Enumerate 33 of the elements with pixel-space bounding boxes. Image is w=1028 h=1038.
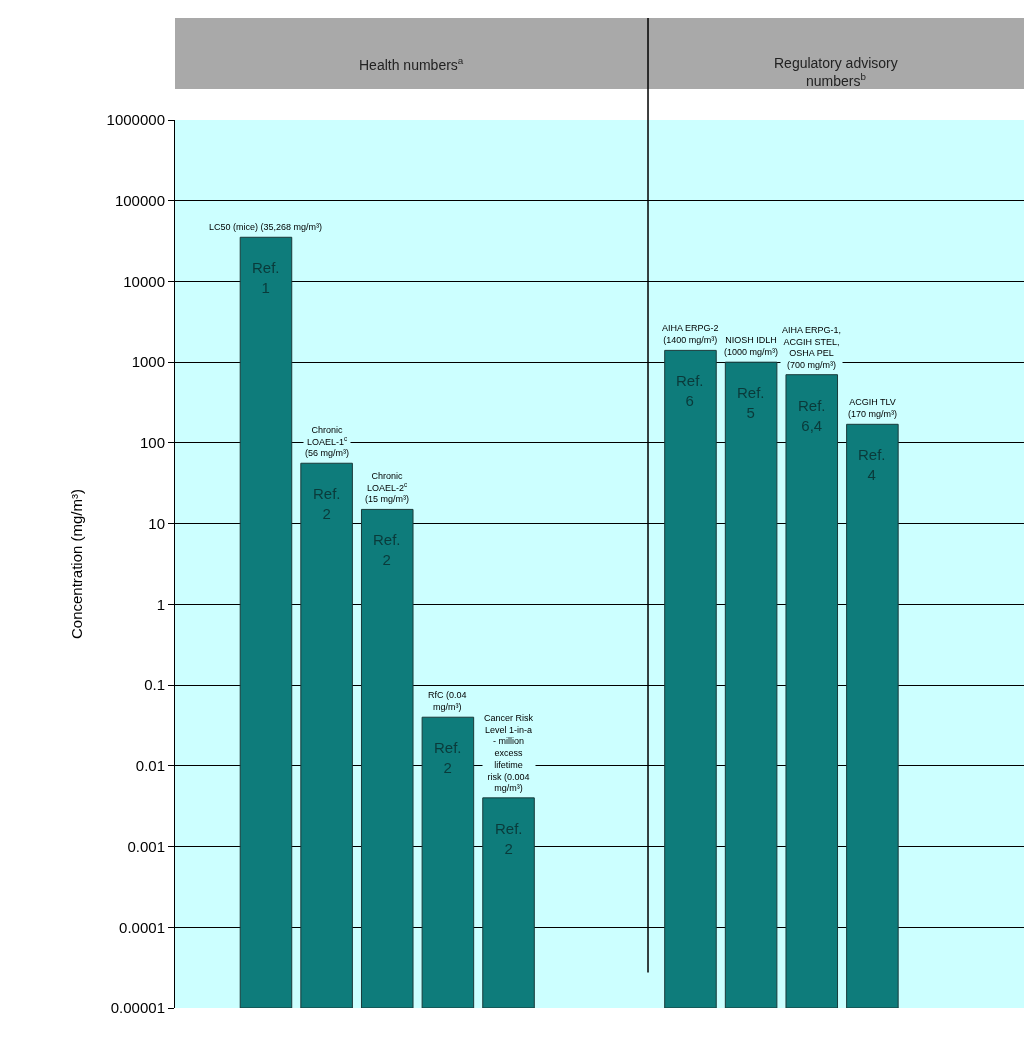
- data-label: NIOSH IDLH (1000 mg/m³): [724, 335, 779, 357]
- data-label: ACGIH TLV (170 mg/m³): [848, 397, 898, 419]
- y-tick-label: 100: [139, 434, 165, 452]
- data-label: LC50 (mice) (35,268 mg/m³): [209, 222, 323, 232]
- annotation: Ref. 1: [252, 259, 280, 296]
- data-label: Chronic LOAEL-1$^{c}$ (56 mg/m³): [305, 425, 350, 459]
- annotation: Ref. 6: [676, 372, 704, 409]
- y-tick-label: 0.001: [127, 837, 165, 855]
- y-tick-label: 10000: [123, 272, 165, 290]
- annotation: Ref. 2: [495, 820, 523, 857]
- data-label: AIHA ERPG-1, ACGIH STEL, OSHA PEL (700 mg/m³): [782, 325, 842, 371]
- data-label: Chronic LOAEL-2$^{c}$ (15 mg/m³): [365, 471, 410, 505]
- data-label: AIHA ERPG-2 (1400 mg/m³): [662, 323, 719, 345]
- y-tick-label: 0.01: [135, 757, 165, 775]
- annotation: Ref. 6,4: [798, 397, 826, 434]
- y-tick-label: 1: [156, 595, 165, 613]
- y-tick-label: 1000000: [106, 111, 165, 129]
- annotation: Ref. 2: [434, 739, 462, 776]
- text: Health numbers$^{a}$: [359, 55, 464, 73]
- annotation: Ref. 5: [737, 384, 765, 421]
- annotation: Ref. 2: [373, 531, 401, 568]
- data-label: Cancer Risk Level 1-in-a - million excess lifetime risk (0.004 mg/m³): [484, 713, 534, 794]
- y-axis-title: Concentration (mg/m³): [67, 488, 85, 640]
- annotation: Ref. 4: [858, 446, 886, 483]
- y-tick-label: 100000: [114, 191, 165, 209]
- text: Regulatory advisory numbers$^{b}$: [774, 55, 898, 90]
- annotation: Ref. 2: [313, 485, 341, 522]
- y-tick-label: 10: [148, 514, 165, 532]
- data-label: RfC (0.04 mg/m³): [428, 690, 467, 712]
- y-tick-label: 0.1: [144, 676, 165, 694]
- y-tick-label: 0.0001: [119, 918, 165, 936]
- y-tick-label: 1000: [131, 353, 165, 371]
- y-tick-label: 0.00001: [110, 999, 165, 1017]
